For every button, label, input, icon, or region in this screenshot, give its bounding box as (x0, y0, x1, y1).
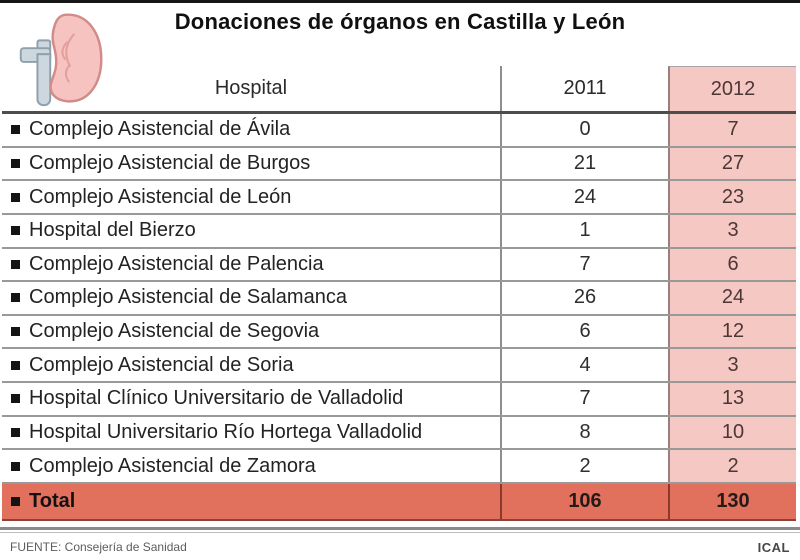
table-row: Hospital Clínico Universitario de Vallad… (2, 383, 796, 417)
value-2012-cell: 3 (668, 214, 796, 247)
hospital-name-cell: Complejo Asistencial de Palencia (2, 248, 502, 281)
hospital-name: Hospital Universitario Río Hortega Valla… (29, 420, 423, 443)
table-row: Hospital Universitario Río Hortega Valla… (2, 416, 796, 451)
value-2011-cell: 7 (579, 252, 591, 275)
bullet-square-icon (11, 259, 20, 269)
value-2011-cell: 26 (573, 286, 597, 309)
bullet-square-icon (11, 293, 20, 303)
hospital-name-cell: Complejo Asistencial de Salamanca (2, 282, 502, 314)
value-2012-cell: 27 (668, 147, 796, 180)
value-2012-cell: 6 (668, 248, 796, 281)
table-row: Complejo Asistencial de Burgos 21 27 (2, 147, 796, 182)
value-2012-cell: 12 (668, 315, 796, 348)
bullet-square-icon (11, 192, 20, 202)
agency-credit: ICAL (757, 540, 790, 555)
total-row: Total 106 130 (2, 484, 796, 521)
hospital-name: Complejo Asistencial de Soria (29, 353, 294, 376)
value-2011-cell: 24 (573, 185, 597, 208)
column-header-2011: 2011 (563, 77, 607, 99)
hospital-name-cell: Complejo Asistencial de Ávila (2, 114, 502, 146)
bullet-square-icon (11, 394, 20, 404)
table-row: Complejo Asistencial de León 24 23 (2, 181, 796, 215)
bullet-square-icon (11, 226, 20, 236)
table-row: Complejo Asistencial de Zamora 2 2 (2, 450, 796, 484)
hospital-name: Complejo Asistencial de Burgos (29, 151, 311, 174)
table-row: Complejo Asistencial de Soria 4 3 (2, 349, 796, 383)
hospital-name: Complejo Asistencial de León (29, 185, 292, 208)
value-2011-cell: 1 (579, 219, 591, 242)
value-2011-cell: 8 (579, 420, 591, 443)
table-row: Complejo Asistencial de Segovia 6 12 (2, 315, 796, 350)
bullet-square-icon (11, 125, 20, 135)
bullet-square-icon (11, 497, 20, 506)
bullet-square-icon (11, 327, 20, 337)
column-header-2012: 2012 (668, 66, 796, 111)
value-2011-cell: 4 (579, 353, 591, 376)
value-2011-cell: 6 (579, 320, 591, 343)
value-2012-cell: 2 (668, 450, 796, 482)
hospital-name-cell: Complejo Asistencial de Zamora (2, 450, 502, 482)
top-border-rule (0, 0, 800, 3)
hospital-name-cell: Complejo Asistencial de León (2, 181, 502, 213)
hospital-name-cell: Complejo Asistencial de Burgos (2, 147, 502, 180)
hospital-name-cell: Complejo Asistencial de Soria (2, 349, 502, 381)
table-row: Complejo Asistencial de Salamanca 26 24 (2, 282, 796, 316)
bottom-border-rule (0, 527, 800, 533)
total-2012-cell: 130 (668, 484, 796, 519)
column-header-hospital: Hospital (2, 66, 502, 111)
table-body: Complejo Asistencial de Ávila 0 7 Complejo … (2, 114, 796, 484)
hospital-name: Complejo Asistencial de Salamanca (29, 286, 347, 309)
bullet-square-icon (11, 461, 20, 471)
hospital-name-cell: Hospital Universitario Río Hortega Valla… (2, 416, 502, 449)
value-2011-cell: 2 (579, 454, 591, 477)
value-2011-cell: 21 (573, 151, 597, 174)
table-header-row: Hospital 2011 2012 (2, 66, 796, 114)
table-row: Complejo Asistencial de Palencia 7 6 (2, 248, 796, 283)
total-label: Total (29, 490, 76, 512)
value-2012-cell: 23 (668, 181, 796, 213)
value-2011-cell: 7 (579, 387, 591, 410)
bullet-square-icon (11, 360, 20, 370)
total-label-cell: Total (2, 484, 502, 519)
hospital-name: Complejo Asistencial de Zamora (29, 454, 316, 477)
table-row: Complejo Asistencial de Ávila 0 7 (2, 114, 796, 148)
footer: FUENTE: Consejería de Sanidad ICAL (0, 540, 800, 555)
value-2012-cell: 13 (668, 383, 796, 415)
value-2012-cell: 7 (668, 114, 796, 146)
hospital-name-cell: Complejo Asistencial de Segovia (2, 315, 502, 348)
value-2012-cell: 3 (668, 349, 796, 381)
source-text: FUENTE: Consejería de Sanidad (10, 540, 187, 554)
hospital-name: Hospital Clínico Universitario de Vallad… (29, 387, 404, 410)
total-2011-cell: 106 (568, 490, 602, 512)
hospital-name: Complejo Asistencial de Palencia (29, 252, 324, 275)
hospital-name: Complejo Asistencial de Ávila (29, 118, 291, 141)
hospital-name: Hospital del Bierzo (29, 219, 196, 242)
value-2011-cell: 0 (579, 118, 591, 141)
hospital-name-cell: Hospital del Bierzo (2, 214, 502, 247)
table-row: Hospital del Bierzo 1 3 (2, 214, 796, 249)
bullet-square-icon (11, 427, 20, 437)
hospital-name: Complejo Asistencial de Segovia (29, 320, 320, 343)
value-2012-cell: 10 (668, 416, 796, 449)
hospital-name-cell: Hospital Clínico Universitario de Vallad… (2, 383, 502, 415)
kidney-icon (19, 13, 103, 107)
page-title: Donaciones de órganos en Castilla y León (174, 9, 626, 34)
bullet-square-icon (11, 158, 20, 168)
value-2012-cell: 24 (668, 282, 796, 314)
